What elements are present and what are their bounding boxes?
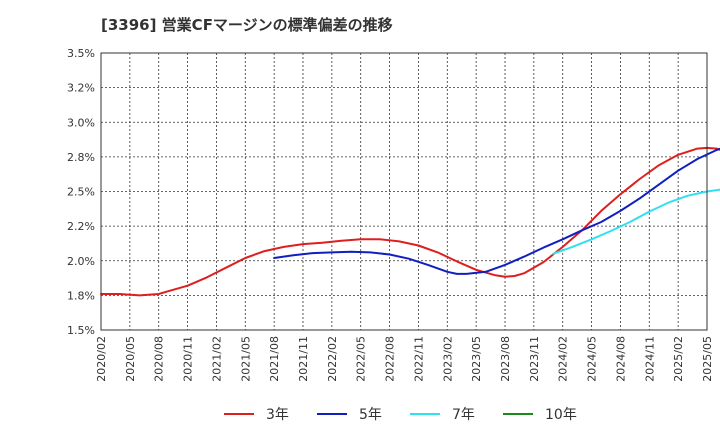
x-tick-label: 2023/08: [499, 336, 512, 382]
x-tick-label: 2020/02: [95, 336, 108, 382]
x-tick-label: 2021/11: [297, 336, 310, 382]
x-tick-label: 2020/11: [182, 336, 195, 382]
y-tick-label: 1.8%: [67, 289, 95, 302]
grid: [101, 53, 707, 330]
x-tick-label: 2021/02: [210, 336, 223, 382]
plot-area-background: [101, 53, 707, 330]
series-line: [552, 188, 720, 255]
x-tick-label: 2023/02: [441, 336, 454, 382]
x-tick-label: 2020/05: [124, 336, 137, 382]
x-axis-ticks: 2020/02 2020/05 2020/08 2020/11 2021/02 2021/…: [95, 336, 714, 382]
legend-label: 7年: [452, 407, 475, 423]
x-tick-label: 2022/08: [384, 336, 397, 382]
legend-label: 3年: [266, 407, 289, 423]
y-tick-label: 3.2%: [67, 82, 95, 95]
x-tick-label: 2022/05: [355, 336, 368, 382]
x-tick-label: 2024/05: [586, 336, 599, 382]
y-tick-label: 1.5%: [67, 324, 95, 337]
y-tick-label: 3.0%: [67, 116, 95, 129]
x-tick-label: 2025/02: [672, 336, 685, 382]
y-tick-label: 2.8%: [67, 151, 95, 164]
x-tick-label: 2020/08: [153, 336, 166, 382]
x-tick-label: 2023/05: [470, 336, 483, 382]
y-tick-label: 2.5%: [67, 186, 95, 199]
legend-label: 5年: [359, 407, 382, 423]
chart-title: [3396] 営業CFマージンの標準偏差の推移: [101, 16, 393, 34]
x-tick-label: 2021/05: [239, 336, 252, 382]
x-tick-label: 2024/08: [614, 336, 627, 382]
x-tick-label: 2022/11: [412, 336, 425, 382]
x-tick-label: 2024/02: [557, 336, 570, 382]
series-lines: [100, 146, 720, 297]
y-axis-ticks: 1.5% 1.8% 2.0% 2.2% 2.5% 2.8% 3.0% 3.2% 3.5%: [67, 47, 95, 337]
x-tick-label: 2024/11: [643, 336, 656, 382]
plot-area-border: [100, 52, 708, 331]
y-tick-label: 3.5%: [67, 47, 95, 60]
x-tick-label: 2022/02: [326, 336, 339, 382]
legend: 3年 5年 7年 10年: [224, 407, 577, 423]
y-tick-label: 2.2%: [67, 220, 95, 233]
series-line: [100, 146, 720, 297]
y-tick-label: 2.0%: [67, 255, 95, 268]
series-line: [273, 147, 720, 275]
x-tick-label: 2023/11: [528, 336, 541, 382]
legend-label: 10年: [545, 407, 577, 423]
x-tick-label: 2021/08: [268, 336, 281, 382]
x-tick-label: 2025/05: [701, 336, 714, 382]
